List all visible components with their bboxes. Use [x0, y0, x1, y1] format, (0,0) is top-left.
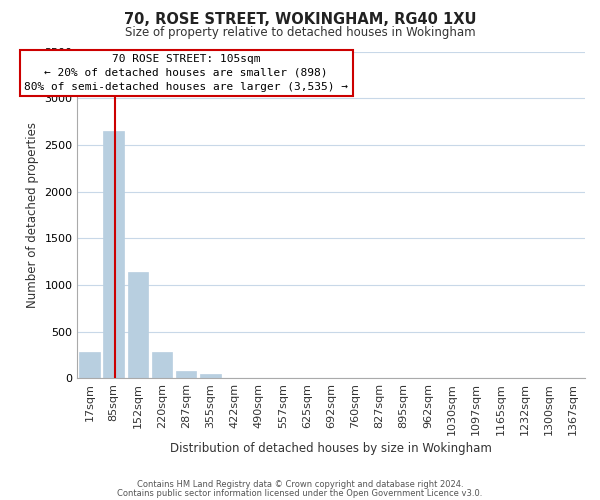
Bar [176, 370, 196, 378]
Y-axis label: Number of detached properties: Number of detached properties [26, 122, 39, 308]
X-axis label: Distribution of detached houses by size in Wokingham: Distribution of detached houses by size … [170, 442, 492, 455]
Text: Size of property relative to detached houses in Wokingham: Size of property relative to detached ho… [125, 26, 475, 39]
Text: 70 ROSE STREET: 105sqm
← 20% of detached houses are smaller (898)
80% of semi-de: 70 ROSE STREET: 105sqm ← 20% of detached… [24, 54, 348, 92]
Bar [128, 272, 148, 378]
Bar [79, 352, 100, 378]
Bar [103, 131, 124, 378]
Bar [200, 374, 221, 378]
Bar [152, 352, 172, 378]
Text: 70, ROSE STREET, WOKINGHAM, RG40 1XU: 70, ROSE STREET, WOKINGHAM, RG40 1XU [124, 12, 476, 28]
Text: Contains public sector information licensed under the Open Government Licence v3: Contains public sector information licen… [118, 488, 482, 498]
Text: Contains HM Land Registry data © Crown copyright and database right 2024.: Contains HM Land Registry data © Crown c… [137, 480, 463, 489]
